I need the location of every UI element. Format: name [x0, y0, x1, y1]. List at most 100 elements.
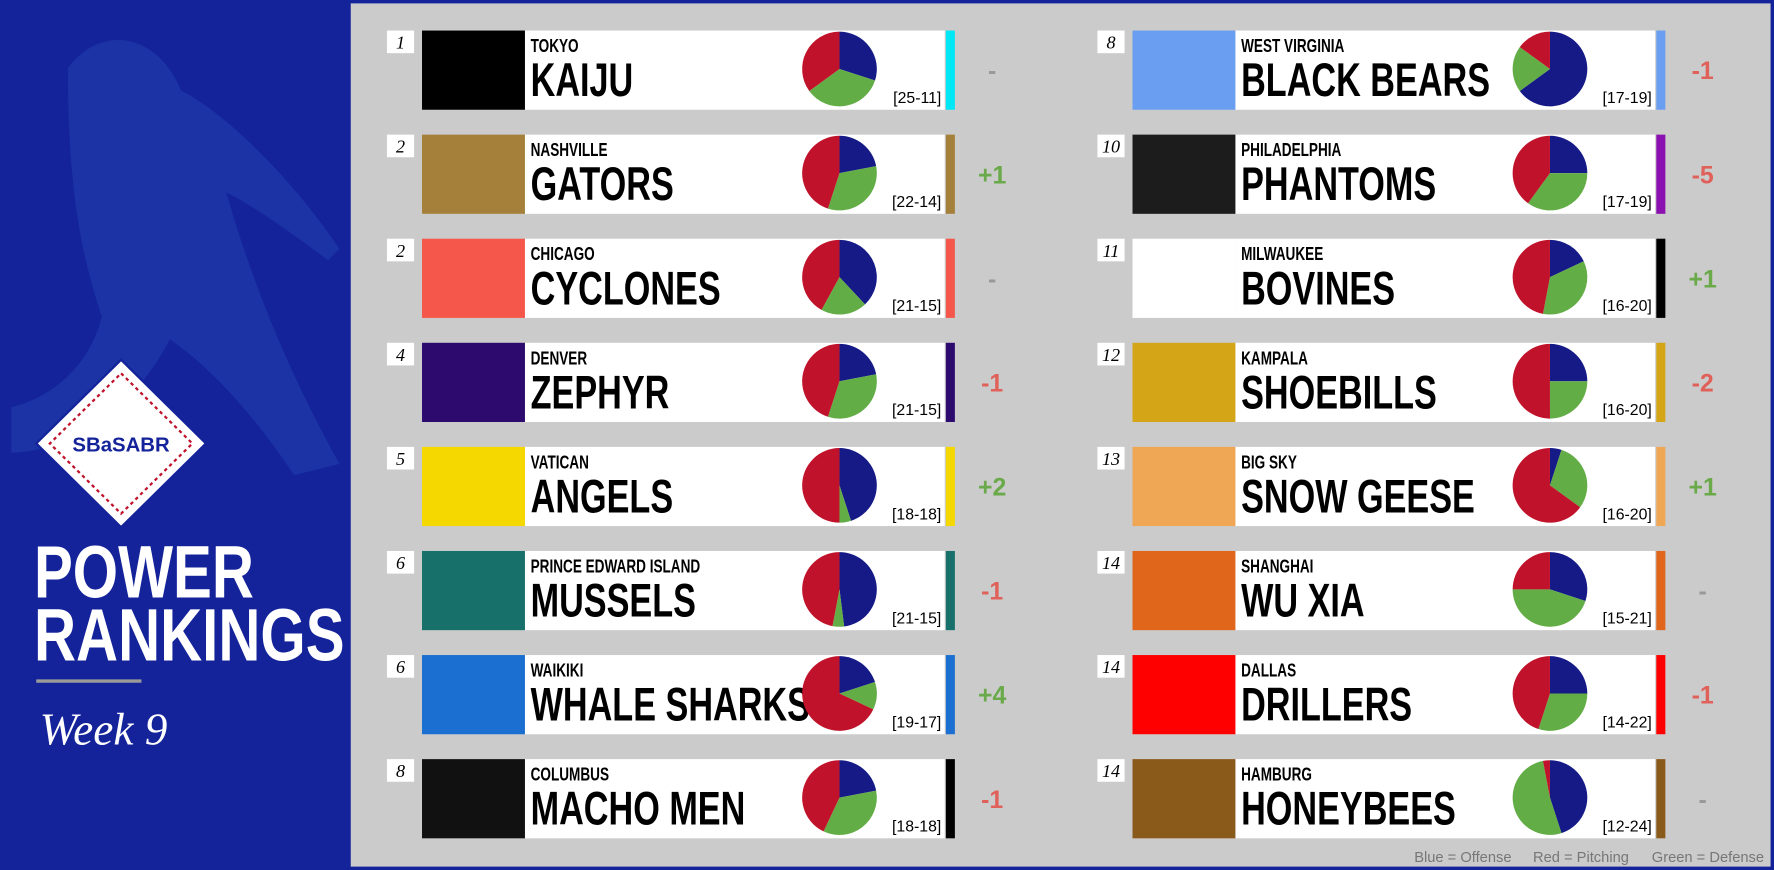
pie-slice: [1512, 760, 1562, 835]
record: [21-15]: [892, 402, 941, 419]
rank: 14: [1102, 657, 1120, 677]
team-name: ANGELS: [531, 470, 674, 523]
rank-box: [386, 550, 415, 574]
logo-text: SBaSABR: [72, 434, 170, 456]
pie-slice: [1512, 239, 1550, 314]
rank: 2: [396, 241, 405, 261]
pie-slice: [1512, 135, 1550, 204]
rank: 13: [1102, 449, 1120, 469]
rank: 1: [396, 33, 405, 53]
rank: 5: [396, 449, 405, 469]
rank-box: [386, 759, 415, 782]
pie-slice: [1538, 693, 1588, 731]
pie-slice: [832, 589, 845, 627]
pie-slice: [1512, 47, 1550, 91]
pie-slice: [1549, 449, 1588, 508]
team-city: TOKYO: [531, 37, 579, 56]
rank: 6: [396, 553, 405, 573]
pie-slice: [802, 135, 840, 209]
pie-slice: [1549, 448, 1562, 486]
pie-slice: [827, 166, 877, 211]
title-line: RANKINGS: [34, 594, 345, 678]
record: [18-18]: [892, 819, 941, 836]
pie-slice: [1519, 31, 1588, 107]
pie-slice: [1512, 343, 1550, 419]
team-city: WAIKIKI: [531, 662, 584, 681]
pie-slice: [1549, 760, 1588, 834]
pie-slice: [802, 448, 840, 523]
rank: 10: [1102, 137, 1120, 157]
rank-change: +1: [978, 161, 1007, 189]
record: [21-15]: [892, 298, 941, 315]
rank-box: [1097, 446, 1125, 470]
rank-change: -: [1699, 786, 1707, 814]
team-color-strip: [1656, 759, 1666, 839]
team-color-strip: [1656, 238, 1666, 318]
team-city: PHILADELPHIA: [1241, 141, 1342, 160]
logo-stitches: [48, 371, 194, 516]
team-city: KAMPALA: [1241, 350, 1308, 369]
record: [16-20]: [1603, 506, 1652, 523]
team-city: DENVER: [531, 350, 588, 369]
rank-change: -5: [1692, 161, 1714, 189]
rank-box: [386, 446, 415, 470]
pie-slice: [1549, 239, 1584, 278]
team-color-strip: [1656, 30, 1666, 110]
team-logo: [422, 446, 525, 527]
team-logo: [1132, 759, 1236, 839]
pie-slice: [839, 552, 877, 627]
team-logo: [1132, 446, 1236, 527]
league-logo: SBaSABR: [34, 358, 208, 529]
rank-box: [386, 655, 415, 678]
pie-slice: [839, 681, 877, 710]
record: [12-24]: [1603, 819, 1652, 836]
team-color-strip: [945, 342, 955, 422]
pie-slice: [839, 485, 852, 523]
legend-entry: Blue = Offense: [1414, 850, 1511, 866]
team-city: HAMBURG: [1241, 766, 1312, 785]
team-color-strip: [945, 655, 955, 735]
pie-slice: [1549, 381, 1588, 419]
week-label: Week 9: [40, 704, 168, 754]
rankings-panel: [350, 3, 1771, 867]
team-logo: [1132, 342, 1236, 422]
rank-box: [1097, 655, 1125, 678]
team-name: KAIJU: [531, 54, 634, 107]
record: [19-17]: [892, 714, 941, 731]
team-city: BIG SKY: [1241, 454, 1297, 473]
rank: 2: [396, 137, 405, 157]
team-logo: [422, 30, 525, 110]
rank: 8: [396, 761, 405, 781]
team-name: CYCLONES: [531, 262, 721, 315]
team-city: DALLAS: [1241, 662, 1296, 681]
pie-slice: [1542, 261, 1588, 315]
rank: 14: [1102, 761, 1120, 781]
record: [15-21]: [1603, 610, 1652, 627]
title-line: POWER: [34, 530, 254, 614]
team-name: MUSSELS: [531, 574, 696, 627]
pie-slice: [802, 656, 874, 731]
pie-slice: [1549, 135, 1588, 174]
rank-change: -: [988, 265, 996, 293]
pie-slice: [821, 277, 866, 315]
rank-change: -1: [981, 786, 1003, 814]
record: [16-20]: [1603, 402, 1652, 419]
team-logo: [422, 655, 525, 735]
rank-change: -1: [1692, 682, 1714, 710]
record: [17-19]: [1603, 90, 1652, 107]
pie-slice: [839, 656, 875, 694]
rank-box: [1097, 550, 1125, 574]
rank: 8: [1106, 33, 1115, 53]
rank-change: -: [988, 57, 996, 85]
team-name: HONEYBEES: [1241, 782, 1456, 835]
